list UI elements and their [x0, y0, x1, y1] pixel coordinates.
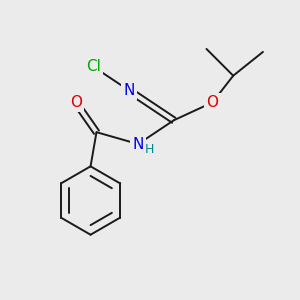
Text: O: O: [206, 95, 218, 110]
Text: Cl: Cl: [86, 59, 101, 74]
Text: H: H: [145, 143, 154, 156]
Text: O: O: [70, 95, 82, 110]
Text: N: N: [132, 136, 144, 152]
Text: N: N: [124, 83, 135, 98]
